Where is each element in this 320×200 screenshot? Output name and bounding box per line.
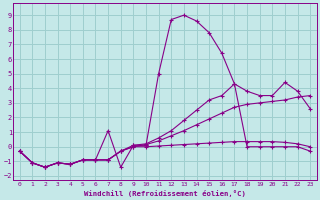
X-axis label: Windchill (Refroidissement éolien,°C): Windchill (Refroidissement éolien,°C) [84, 190, 246, 197]
